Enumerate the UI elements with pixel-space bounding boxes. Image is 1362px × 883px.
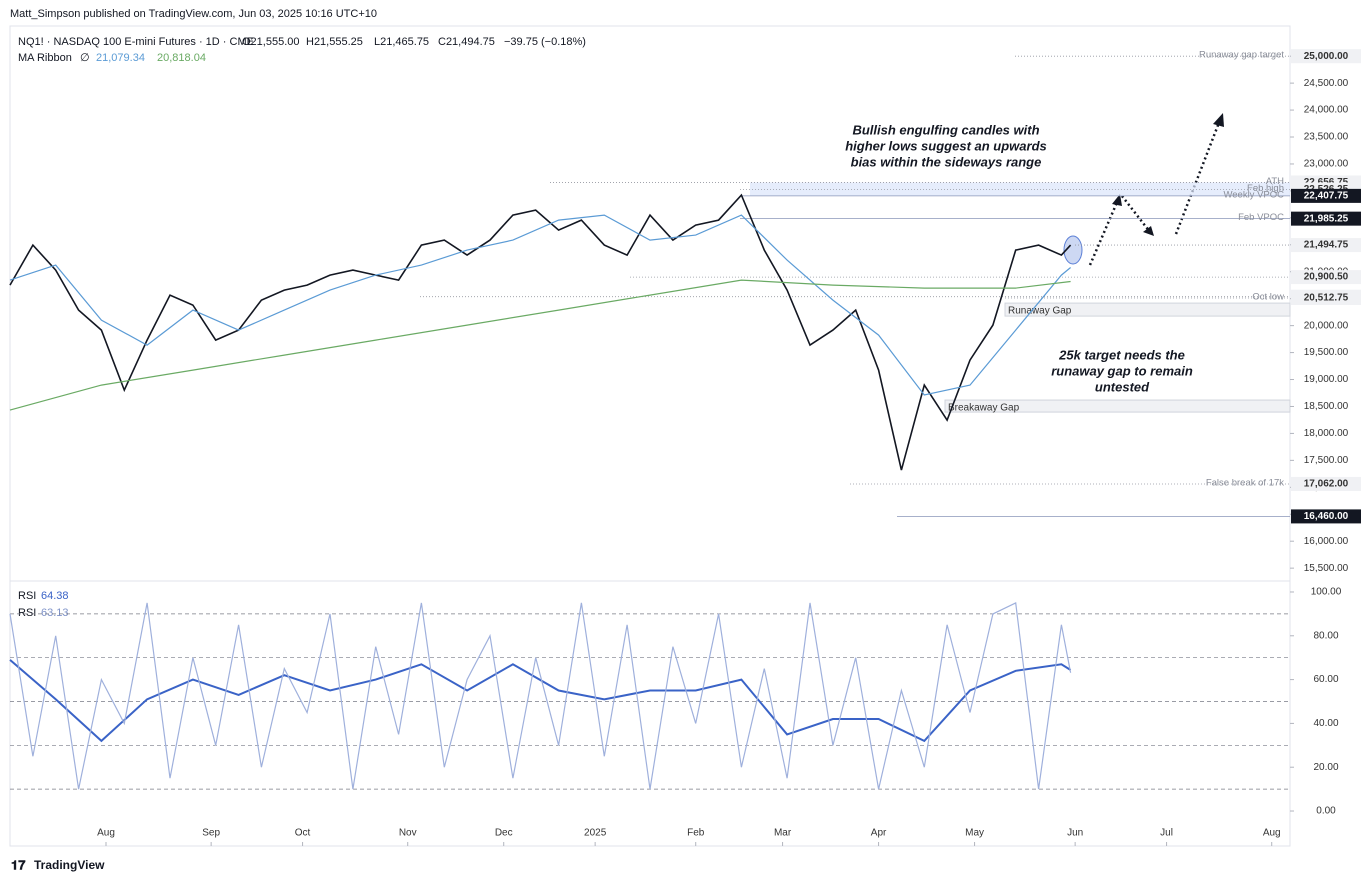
series-line <box>9 193 1072 471</box>
annotation: higher lows suggest an upwards <box>845 138 1047 153</box>
arrow-heads <box>1112 113 1224 236</box>
y-tick-label: 24,500.00 <box>1304 78 1349 89</box>
price-tag-label: 16,460.00 <box>1304 511 1349 522</box>
price-tag-label: 21,985.25 <box>1304 213 1349 224</box>
level-name: Runaway gap target <box>1199 50 1284 61</box>
y-tick-label: 40.00 <box>1313 718 1338 729</box>
y-tick-label: 20.00 <box>1313 762 1338 773</box>
gap-zone <box>1004 302 1291 317</box>
highlight <box>1063 235 1083 265</box>
price-tag-label: 20,512.75 <box>1304 293 1349 304</box>
x-tick-label: Jun <box>1067 828 1083 839</box>
series-line <box>9 214 1071 396</box>
price-tag-label: 20,900.50 <box>1304 272 1349 283</box>
y-tick-label: 23,500.00 <box>1304 132 1349 143</box>
y-tick-label: 15,500.00 <box>1304 563 1349 574</box>
price-tag <box>1291 49 1361 64</box>
price-tag <box>1291 476 1361 491</box>
annotation: Bullish engulfing candles with <box>852 122 1039 137</box>
x-tick-label: Nov <box>399 828 417 839</box>
y-tick-label: 100.00 <box>1311 587 1342 598</box>
price-tag-label: 17,062.00 <box>1304 479 1349 490</box>
y-tick-label: 17,500.00 <box>1304 455 1349 466</box>
price-tag <box>1291 188 1361 203</box>
annotation: 25k target needs the <box>1058 347 1185 362</box>
ohlc-value: L21,465.75 <box>374 36 429 48</box>
annotation: bias within the sideways range <box>851 154 1042 169</box>
y-tick-label: 19,500.00 <box>1304 347 1349 358</box>
y-tick-label: 19,000.00 <box>1304 374 1349 385</box>
x-tick-label: Sep <box>202 828 220 839</box>
rsi-value: 64.38 <box>41 590 69 602</box>
price-tag-label: 21,494.75 <box>1304 240 1349 251</box>
x-tick-label: Oct <box>295 828 311 839</box>
price-tag <box>1291 238 1361 253</box>
y-tick-label: 60.00 <box>1313 674 1338 685</box>
projection-arrows <box>1088 119 1222 266</box>
gap-label: Breakaway Gap <box>948 403 1020 414</box>
price-tag <box>1291 270 1361 285</box>
price-tag <box>1291 509 1361 524</box>
level-name: Oct low <box>1252 292 1284 303</box>
x-tick-label: Feb <box>687 828 705 839</box>
symbol-title: NQ1! · NASDAQ 100 E-mini Futures · 1D · … <box>18 36 254 48</box>
y-tick-label: 20,000.00 <box>1304 320 1349 331</box>
level-name: Feb VPOC <box>1238 212 1284 223</box>
level-name: ATH <box>1266 176 1284 187</box>
indicator-symbol: ∅ <box>80 52 90 64</box>
level-name: False break of 17k <box>1206 477 1284 488</box>
price-tag <box>1291 291 1361 306</box>
price-tag-label: 22,407.75 <box>1304 191 1349 202</box>
price-tag-label: 25,000.00 <box>1304 51 1349 62</box>
x-tick-label: Aug <box>97 828 115 839</box>
y-tick-label: 24,000.00 <box>1304 105 1349 116</box>
arrow-head <box>1112 194 1122 206</box>
x-tick-label: Mar <box>774 828 792 839</box>
ohlc-value: C21,494.75 <box>438 36 495 48</box>
y-tick-label: 18,500.00 <box>1304 401 1349 412</box>
x-tick-label: May <box>965 828 984 839</box>
price-tag <box>1291 211 1361 226</box>
x-tick-label: Aug <box>1263 828 1281 839</box>
y-tick-label: 0.00 <box>1316 806 1336 817</box>
x-tick-label: Dec <box>495 828 513 839</box>
brand: TradingView <box>34 858 105 872</box>
ma-slow-value: 20,818.04 <box>157 52 206 64</box>
arrow-head <box>1143 226 1154 236</box>
series-line <box>9 659 1072 743</box>
level-name: Weekly VPOC <box>1223 189 1284 200</box>
gap-label: Runaway Gap <box>1008 306 1072 317</box>
ohlc-value: −39.75 (−0.18%) <box>504 36 586 48</box>
arrow-head <box>1213 113 1224 127</box>
y-tick-label: 18,000.00 <box>1304 428 1349 439</box>
x-tick-label: Apr <box>871 828 887 839</box>
rsi-name: RSI <box>18 590 36 602</box>
level-name: Feb high <box>1247 183 1284 194</box>
series-line <box>9 601 1072 790</box>
ohlc-value: O21,555.00 <box>242 36 300 48</box>
y-tick-label: 23,000.00 <box>1304 159 1349 170</box>
publisher: Matt_Simpson published on TradingView.co… <box>10 8 377 20</box>
ohlc-value: H21,555.25 <box>306 36 363 48</box>
x-tick-label: Jul <box>1160 828 1173 839</box>
y-tick-label: 80.00 <box>1313 630 1338 641</box>
x-tick-label: 2025 <box>584 828 607 839</box>
brand-logo: 𝟏𝟕 <box>11 857 26 872</box>
projection-path <box>1088 119 1222 266</box>
series-line <box>9 279 1071 411</box>
y-tick-label: 16,000.00 <box>1304 536 1349 547</box>
frame <box>9 25 1291 847</box>
rsi-name: RSI <box>18 607 36 619</box>
ma-fast-value: 21,079.34 <box>96 52 145 64</box>
indicator-name: MA Ribbon <box>18 52 72 64</box>
rsi-value: 63.13 <box>41 607 69 619</box>
annotation: untested <box>1095 379 1150 394</box>
annotation: runaway gap to remain <box>1051 363 1193 378</box>
